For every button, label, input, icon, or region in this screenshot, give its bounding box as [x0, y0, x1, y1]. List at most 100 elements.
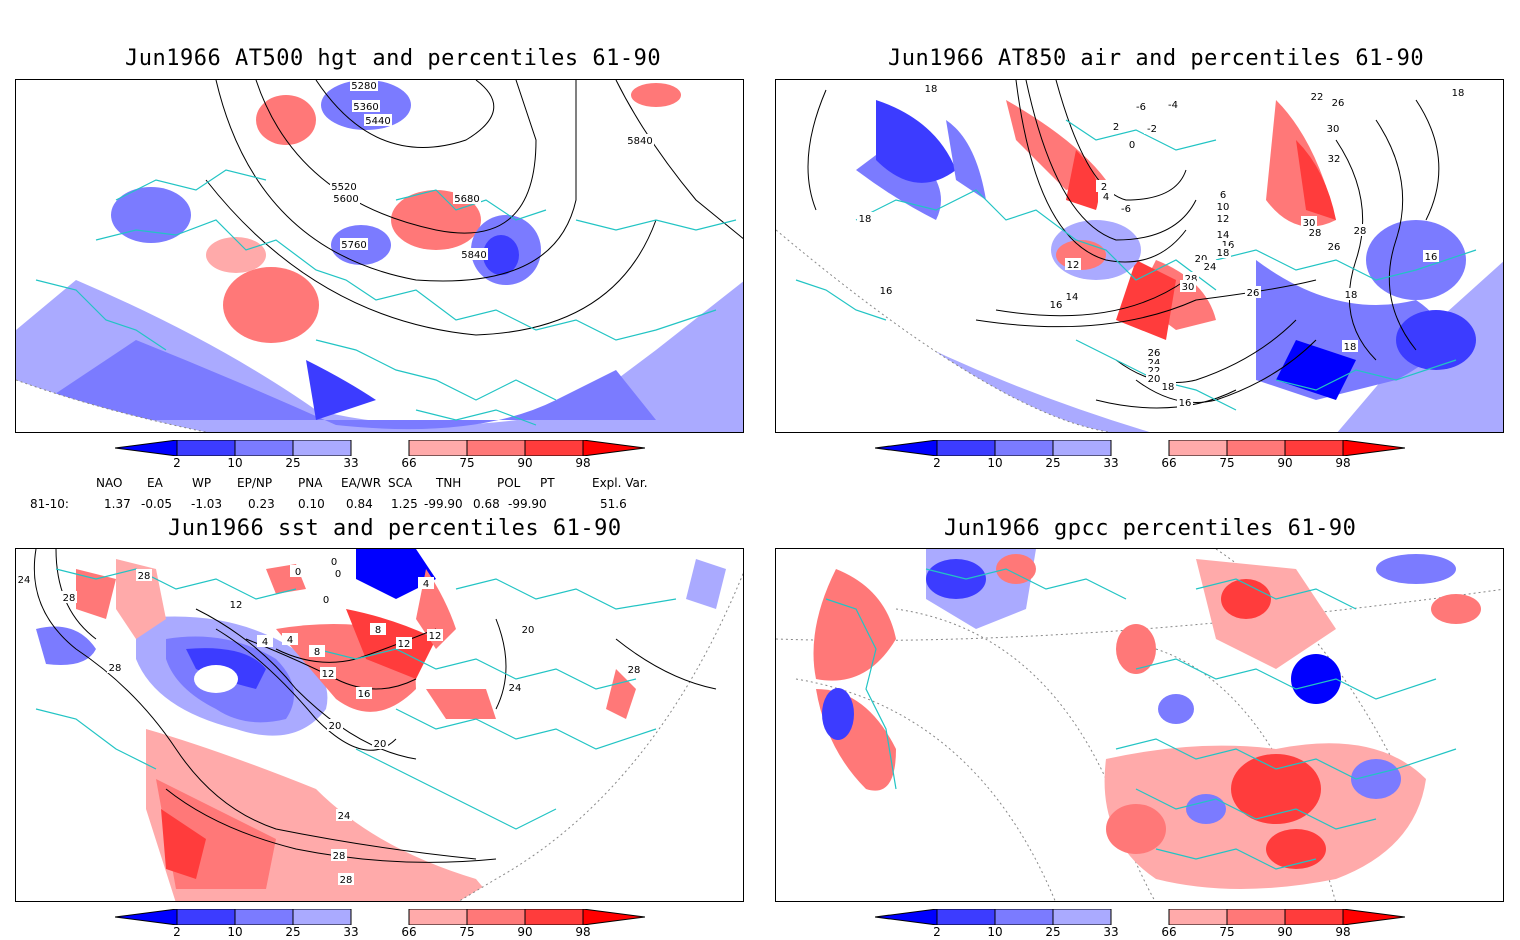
colorbar-label: 98: [1335, 925, 1351, 939]
contour-label: 4: [287, 635, 293, 646]
contour-label: 4: [423, 579, 429, 590]
colorbar-label: 66: [401, 925, 417, 939]
index-value: 0.68: [473, 497, 500, 511]
panel-title-br: Jun1966 gpcc percentiles 61-90: [944, 516, 1357, 541]
contour-label: 18: [1452, 88, 1465, 99]
colorbar-label: 66: [1161, 456, 1177, 470]
colorbar-bottom-right: 2 10 25 33 66 75 90 98: [875, 909, 1405, 939]
index-header: POL: [497, 476, 521, 490]
contour-label: 18: [1345, 290, 1358, 301]
contour-label: 20: [329, 721, 342, 732]
contour-label: 0: [335, 569, 341, 580]
colorbar-swatches: [875, 909, 1405, 925]
map-panel-hgt500: 5280 5360 5440 5520 5600 5680 5760 5840 …: [15, 79, 744, 433]
contour-label: 12: [230, 600, 243, 611]
map-sst: 24 28 28 12 0 0 0 0 4 4 8 8 12 12 12 4 1…: [16, 549, 743, 901]
contour-label: 24: [338, 811, 351, 822]
contour-label: 28: [138, 571, 151, 582]
map-panel-gpcc: [775, 548, 1504, 902]
index-value: 0.84: [346, 497, 373, 511]
contour-label: 2: [1101, 182, 1107, 193]
index-header: WP: [192, 476, 212, 490]
contour-label: 12: [398, 639, 411, 650]
contour-label: 4: [1103, 192, 1109, 203]
colorbar-label: 25: [285, 925, 301, 939]
index-value: 0.23: [248, 497, 275, 511]
contour-label: 6: [1220, 190, 1226, 201]
contour-label: 5520: [331, 182, 356, 193]
colorbar-label: 90: [517, 456, 533, 470]
contour-label: 22: [1148, 366, 1161, 377]
contour-label: 24: [509, 683, 522, 694]
contour-label: -2: [1147, 124, 1157, 135]
contour-label: 18: [1344, 342, 1357, 353]
index-header: TNH: [436, 476, 462, 490]
contour-label: 5360: [353, 102, 378, 113]
index-header: PNA: [298, 476, 323, 490]
contour-label: 12: [429, 631, 442, 642]
index-value: 51.6: [600, 497, 627, 511]
colorbar-label: 90: [1277, 456, 1293, 470]
colorbar-label: 98: [1335, 456, 1351, 470]
colorbar-label: 10: [227, 925, 243, 939]
colorbar-label: 90: [517, 925, 533, 939]
contour-label: 20: [1148, 374, 1161, 385]
index-value: 1.37: [104, 497, 131, 511]
contour-label: 16: [1222, 240, 1235, 251]
colorbar-label: 25: [1045, 925, 1061, 939]
map-panel-sst: 24 28 28 12 0 0 0 0 4 4 8 8 12 12 12 4 1…: [15, 548, 744, 902]
contour-label: 20: [1195, 254, 1208, 265]
colorbar-label: 66: [1161, 925, 1177, 939]
contour-label: 30: [1182, 282, 1195, 293]
contour-label: 18: [1217, 248, 1230, 259]
contour-label: 24: [1204, 262, 1217, 273]
contour-label: 16: [1050, 300, 1063, 311]
contour-label: 5840: [461, 250, 486, 261]
colorbar-label: 10: [227, 456, 243, 470]
contour-label: -6: [1136, 102, 1146, 113]
contour-label: 20: [374, 739, 387, 750]
contour-label: 8: [375, 625, 381, 636]
contour-label: 16: [880, 286, 893, 297]
contour-label: -4: [1168, 100, 1178, 111]
contour-label: 16: [1425, 252, 1438, 263]
contour-label: 5440: [365, 116, 390, 127]
colorbar-label: 33: [343, 925, 359, 939]
contour-label: 28: [340, 875, 353, 886]
map-gpcc: [776, 549, 1503, 901]
colorbar-bottom-left: 2 10 25 33 66 75 90 98: [115, 909, 645, 939]
colorbar-top-left: 2 10 25 33 66 75 90 98: [115, 440, 645, 470]
contour-label: 12: [1067, 260, 1080, 271]
contour-label: 5600: [333, 194, 358, 205]
contour-label: 5680: [454, 194, 479, 205]
map-hgt500: 5280 5360 5440 5520 5600 5680 5760 5840 …: [16, 80, 743, 432]
colorbar-label: 75: [459, 456, 475, 470]
index-value: 1.25: [391, 497, 418, 511]
contour-label: 5760: [341, 240, 366, 251]
colorbar-label: 10: [987, 925, 1003, 939]
colorbar-label: 2: [933, 925, 941, 939]
contour-label: 0: [295, 567, 301, 578]
colorbar-label: 98: [575, 925, 591, 939]
colorbar-top-right: 2 10 25 33 66 75 90 98: [875, 440, 1405, 470]
contour-label: 28: [63, 593, 76, 604]
contour-label: 20: [522, 625, 535, 636]
map-air850: 18 -6 -4 2 -2 0 2 4 -6 6 10 12 14 16 18 …: [776, 80, 1503, 432]
contour-label: 24: [18, 575, 31, 586]
contour-label: 16: [358, 689, 371, 700]
contour-label: 4: [262, 637, 268, 648]
contour-label: 28: [1309, 228, 1322, 239]
contour-label: 18: [859, 214, 872, 225]
panel-title-bl: Jun1966 sst and percentiles 61-90: [168, 516, 622, 541]
colorbar-swatches: [875, 440, 1405, 456]
panel-title-tr: Jun1966 AT850 air and percentiles 61-90: [888, 46, 1425, 71]
contour-label: 26: [1328, 242, 1341, 253]
contour-label: 5280: [351, 81, 376, 92]
contour-label: 28: [628, 665, 641, 676]
colorbar-label: 98: [575, 456, 591, 470]
index-value: -0.05: [141, 497, 173, 511]
contour-label: 14: [1066, 292, 1079, 303]
contour-label: 28: [333, 851, 346, 862]
colorbar-swatches: [115, 440, 645, 456]
index-header: NAO: [96, 476, 123, 490]
